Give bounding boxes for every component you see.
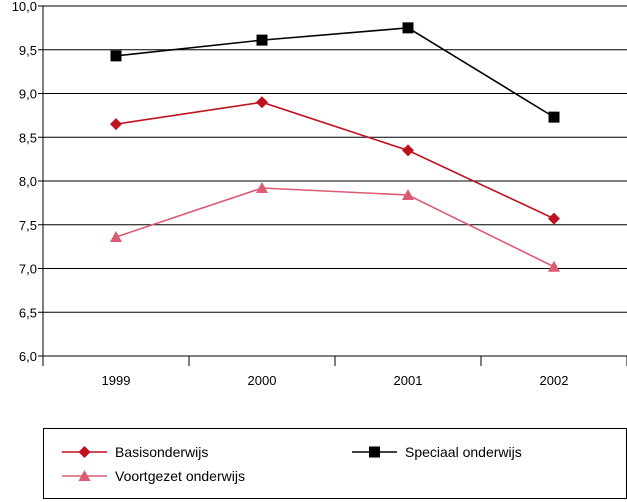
y-axis-ticks: 6,0 6,5 7,0 7,5 8,0 8,5 9,0 9,5 10,0 bbox=[12, 0, 37, 364]
legend-item-voortgezet-onderwijs: Voortgezet onderwijs bbox=[62, 468, 245, 484]
legend-item-speciaal-onderwijs: Speciaal onderwijs bbox=[352, 444, 522, 460]
data-point-speciaal-onderwijs bbox=[402, 22, 414, 34]
axes bbox=[42, 6, 627, 366]
legend-label: Basisonderwijs bbox=[115, 444, 208, 460]
data-point-speciaal-onderwijs bbox=[256, 34, 268, 46]
y-tick-label: 9,5 bbox=[19, 43, 37, 58]
legend-label: Speciaal onderwijs bbox=[405, 444, 522, 460]
data-point-speciaal-onderwijs bbox=[548, 111, 560, 123]
y-tick-label: 8,0 bbox=[19, 174, 37, 189]
y-tick-label: 8,5 bbox=[19, 130, 37, 145]
y-tick-label: 7,0 bbox=[19, 262, 37, 277]
legend-marker bbox=[78, 470, 91, 481]
series-line-voortgezet-onderwijs bbox=[115, 187, 555, 268]
data-point-speciaal-onderwijs bbox=[110, 50, 122, 62]
data-point-basisonderwijs bbox=[548, 212, 560, 225]
series-speciaal-onderwijs bbox=[110, 22, 560, 123]
x-tick-label: 2000 bbox=[248, 373, 277, 388]
series-basisonderwijs bbox=[110, 96, 560, 225]
grid-lines bbox=[38, 5, 627, 357]
legend-box bbox=[43, 428, 627, 499]
y-tick-label: 7,5 bbox=[19, 218, 37, 233]
series-group bbox=[110, 22, 560, 272]
legend-marker bbox=[78, 446, 91, 458]
y-tick-label: 10,0 bbox=[12, 0, 37, 14]
x-tick-label: 2001 bbox=[394, 373, 423, 388]
series-voortgezet-onderwijs bbox=[110, 182, 560, 272]
y-tick-label: 6,0 bbox=[19, 349, 37, 364]
data-point-voortgezet-onderwijs bbox=[110, 231, 122, 242]
legend: Speciaal onderwijs Basisonderwijs Voortgez… bbox=[43, 428, 627, 499]
series-line-speciaal-onderwijs bbox=[115, 27, 555, 118]
data-point-voortgezet-onderwijs bbox=[402, 189, 414, 200]
data-point-basisonderwijs bbox=[110, 118, 122, 131]
x-tick-label: 1999 bbox=[102, 373, 131, 388]
legend-item-basisonderwijs: Basisonderwijs bbox=[62, 444, 208, 460]
legend-label: Voortgezet onderwijs bbox=[115, 468, 245, 484]
y-tick-label: 6,5 bbox=[19, 305, 37, 320]
data-point-basisonderwijs bbox=[402, 144, 414, 157]
x-axis-ticks: 1999 2000 2001 2002 bbox=[102, 373, 569, 388]
y-tick-label: 9,0 bbox=[19, 87, 37, 102]
data-point-basisonderwijs bbox=[256, 96, 268, 109]
data-point-voortgezet-onderwijs bbox=[548, 260, 560, 272]
series-line-basisonderwijs bbox=[115, 101, 555, 220]
data-point-voortgezet-onderwijs bbox=[256, 182, 268, 193]
x-tick-label: 2002 bbox=[540, 373, 569, 388]
legend-marker bbox=[369, 446, 380, 458]
